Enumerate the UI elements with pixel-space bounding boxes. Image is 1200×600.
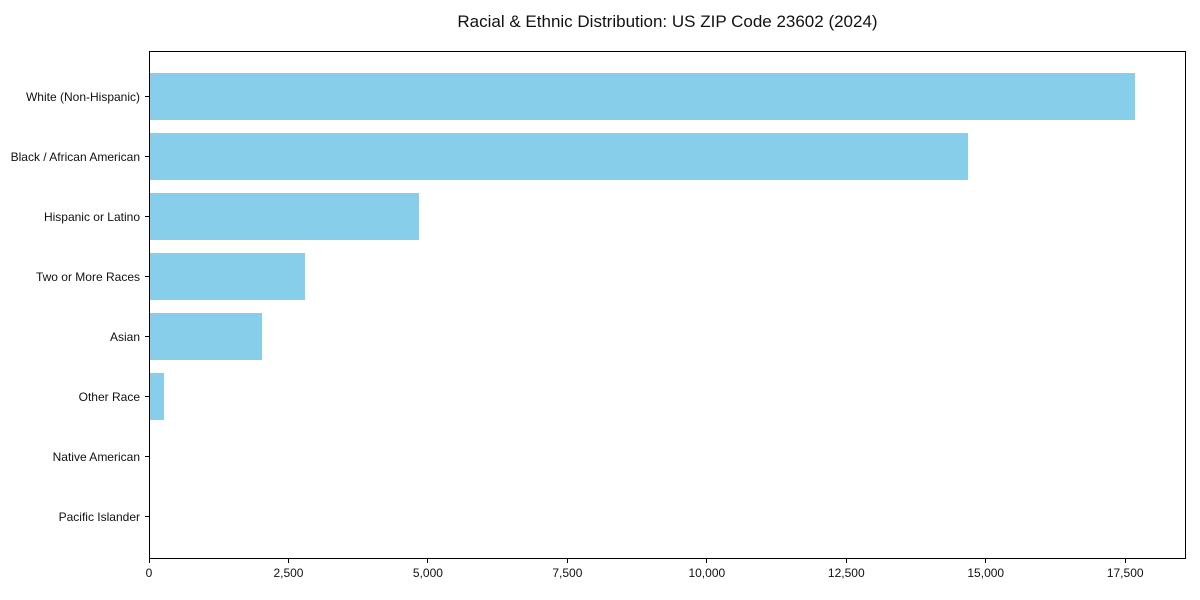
x-tick-label-2500: 2,500 (273, 566, 304, 580)
bar-black-african-american (150, 133, 968, 180)
plot-area (149, 51, 1186, 559)
y-tick-mark (145, 276, 149, 277)
bar-white-non-hispanic (150, 73, 1136, 120)
y-tick-label-pacific-islander: Pacific Islander (58, 509, 140, 524)
y-tick-mark (145, 216, 149, 217)
x-tick-mark (287, 559, 289, 563)
y-tick-label-asian: Asian (109, 329, 140, 344)
y-tick-mark (145, 516, 149, 517)
y-tick-mark (145, 456, 149, 457)
bar-asian (150, 313, 262, 360)
x-tick-mark (985, 559, 987, 563)
x-tick-label-17500: 17,500 (1106, 566, 1144, 580)
y-tick-label-hispanic-or-latino: Hispanic or Latino (43, 209, 140, 224)
y-tick-label-other-race: Other Race (78, 389, 140, 404)
x-tick-mark (1124, 559, 1126, 563)
x-tick-mark (427, 559, 429, 563)
y-tick-mark (145, 336, 149, 337)
x-tick-label-5000: 5,000 (412, 566, 443, 580)
y-tick-mark (145, 96, 149, 97)
x-tick-label-10000: 10,000 (688, 566, 726, 580)
x-tick-mark (845, 559, 847, 563)
bar-other-race (150, 373, 164, 420)
x-tick-mark (566, 559, 568, 563)
y-tick-label-two-or-more-races: Two or More Races (35, 269, 140, 284)
chart-title: Racial & Ethnic Distribution: US ZIP Cod… (457, 12, 878, 31)
bar-hispanic-or-latino (150, 193, 420, 240)
y-tick-label-black-african-american: Black / African American (10, 149, 140, 164)
x-tick-mark (148, 559, 150, 563)
x-tick-label-15000: 15,000 (967, 566, 1005, 580)
y-tick-label-native-american: Native American (52, 449, 140, 464)
x-tick-label-12500: 12,500 (827, 566, 865, 580)
y-tick-mark (145, 156, 149, 157)
bar-two-or-more-races (150, 253, 305, 300)
x-tick-label-0: 0 (145, 566, 153, 580)
y-tick-label-white-non-hispanic: White (Non-Hispanic) (25, 89, 140, 104)
x-tick-mark (706, 559, 708, 563)
y-tick-mark (145, 396, 149, 397)
x-tick-label-7500: 7,500 (552, 566, 583, 580)
